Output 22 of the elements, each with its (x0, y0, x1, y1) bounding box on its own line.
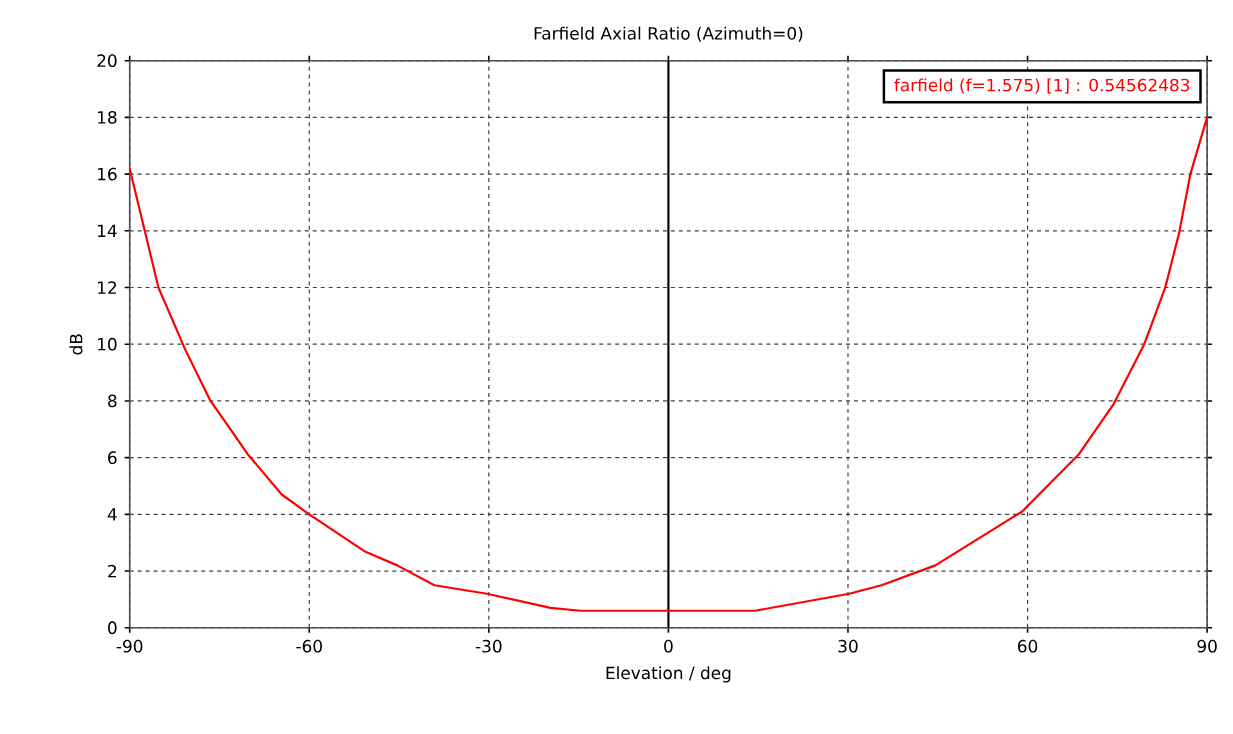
y-tick-label: 16 (98, 167, 117, 181)
y-tick-label: 10 (98, 337, 117, 351)
y-tick-label: 12 (98, 281, 117, 294)
y-tick-label: 18 (98, 110, 117, 124)
y-tick-label: 14 (98, 224, 117, 237)
y-tick-label: 4 (107, 508, 117, 521)
x-tick-label: -90 (116, 639, 143, 653)
y-axis-title: dB (69, 334, 83, 355)
x-tick-label: 90 (1197, 639, 1217, 653)
x-tick-label: -60 (296, 639, 322, 653)
y-tick-label: 2 (108, 564, 117, 578)
x-tick-label: 30 (838, 639, 858, 653)
y-tick-label: 20 (97, 54, 117, 67)
x-tick-label: 60 (1017, 639, 1038, 653)
x-axis-title: Elevation / deg (606, 666, 731, 683)
y-tick-label: 0 (108, 621, 117, 635)
series-label: farfield (f=1.575) [1] : 0.54562483 (894, 78, 1190, 94)
x-tick-label: 0 (664, 639, 673, 653)
chart-title: Farfield Axial Ratio (Azimuth=0) (534, 26, 803, 42)
y-tick-label: 8 (108, 394, 117, 408)
x-tick-label: -30 (475, 639, 502, 653)
y-tick-label: 6 (108, 451, 117, 464)
